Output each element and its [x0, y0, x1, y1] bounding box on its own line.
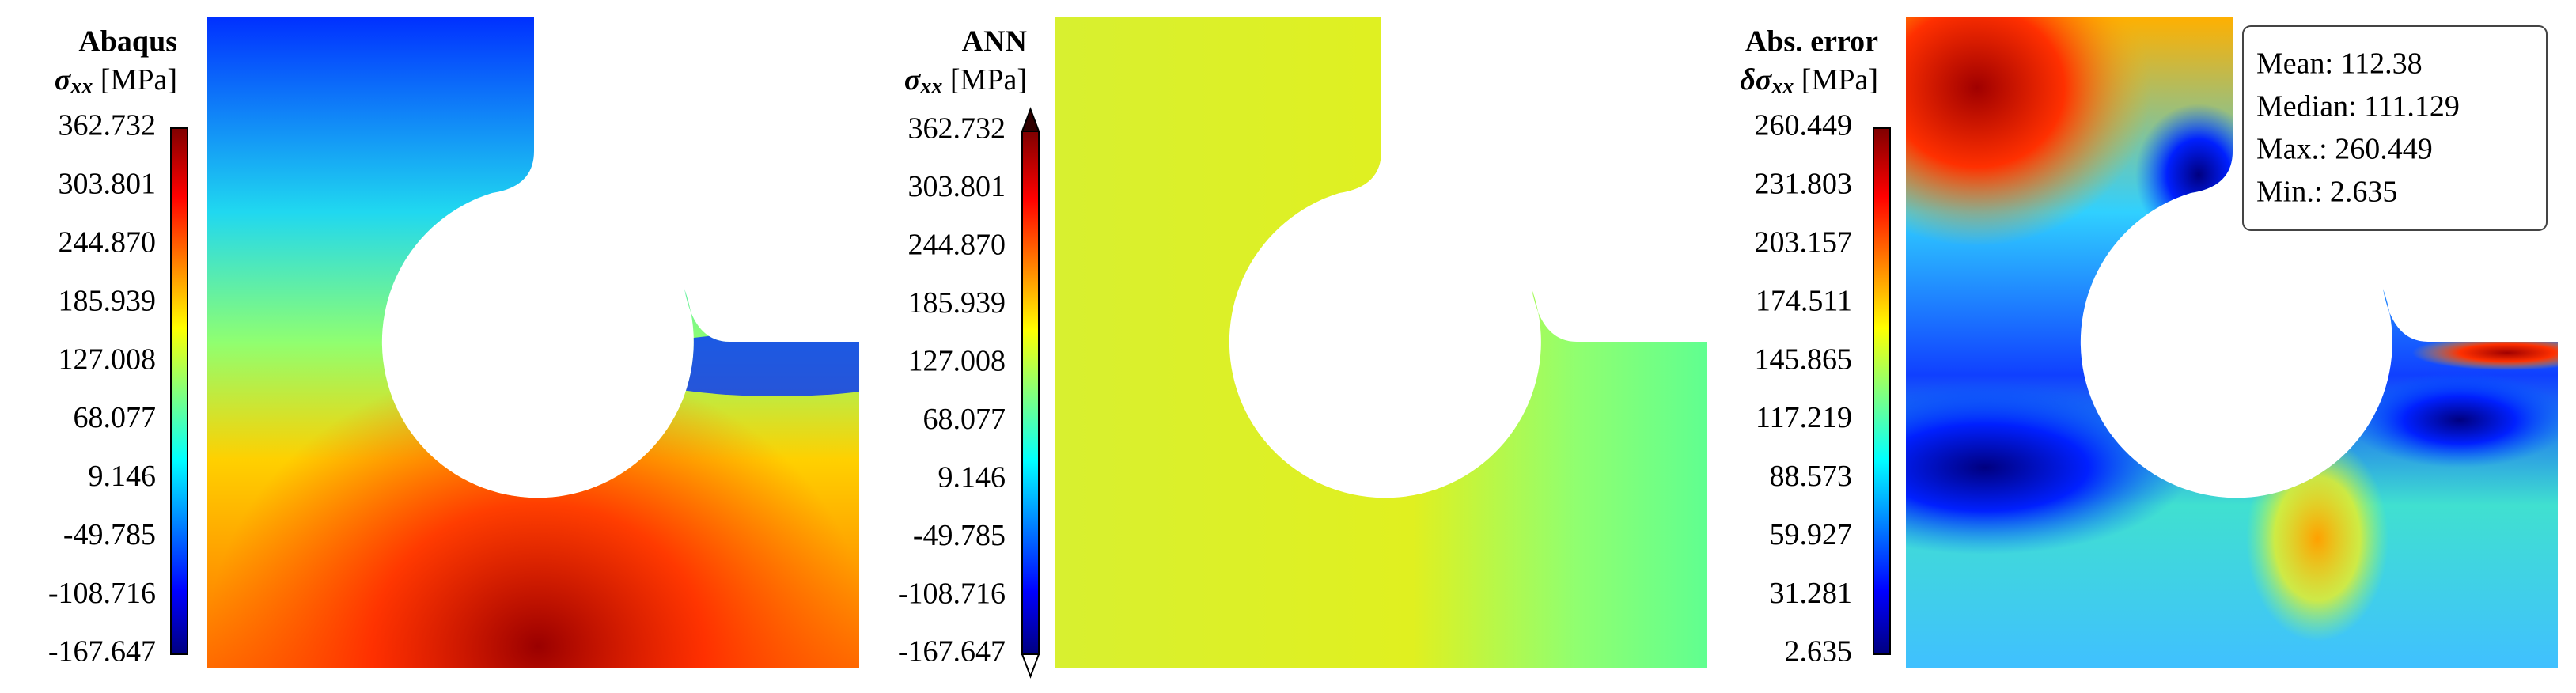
- subscript: xx: [1771, 74, 1794, 99]
- quantity-label: σxx [MPa]: [55, 63, 177, 100]
- stats-line: Min.: 2.635: [2256, 176, 2397, 209]
- panel-title: ANN: [962, 25, 1027, 59]
- colorbar-tick-label: -108.716: [48, 577, 156, 610]
- contour-plot: [207, 17, 859, 668]
- colorbar-tick-label: 244.870: [59, 225, 157, 259]
- colorbar-extend-top: [1021, 107, 1040, 132]
- colorbar-tick-label: 127.008: [908, 344, 1006, 377]
- symbol: σ: [55, 63, 72, 97]
- colorbar-tick-label: 174.511: [1756, 284, 1852, 317]
- colorbar-tick-label: 88.573: [1770, 460, 1853, 493]
- colorbar-tick-label: 244.870: [908, 229, 1006, 262]
- colorbar-tick-label: 9.146: [89, 460, 157, 493]
- colorbar-tick-label: 203.157: [1755, 225, 1853, 259]
- unit: [MPa]: [950, 63, 1027, 97]
- colorbar: [170, 127, 188, 655]
- colorbar-tick-label: -167.647: [48, 635, 156, 668]
- colorbar-extend-bottom: [1021, 653, 1040, 679]
- stats-box: [2242, 25, 2548, 231]
- stats-line: Median: 111.129: [2256, 90, 2460, 123]
- contour-plot: [1055, 17, 1707, 668]
- colorbar-tick-label: -167.647: [898, 635, 1006, 668]
- quantity-label: δσxx [MPa]: [1740, 63, 1878, 100]
- colorbar-tick-label: 68.077: [74, 401, 157, 434]
- unit: [MPa]: [1801, 63, 1878, 97]
- colorbar-tick-label: 31.281: [1770, 577, 1853, 610]
- symbol: σ: [904, 63, 922, 97]
- colorbar-tick-label: 260.449: [1755, 109, 1853, 142]
- colorbar-tick-label: 231.803: [1755, 168, 1853, 201]
- field-hotspot: [207, 333, 859, 668]
- panel-title: Abaqus: [78, 25, 177, 59]
- colorbar: [1873, 127, 1891, 655]
- colorbar-tick-label: -108.716: [898, 577, 1006, 610]
- colorbar-tick-label: -49.785: [913, 519, 1006, 552]
- panel-title: Abs. error: [1745, 25, 1878, 59]
- unit: [MPa]: [100, 63, 177, 97]
- colorbar-tick-label: 68.077: [923, 403, 1006, 436]
- subscript: xx: [70, 74, 93, 99]
- stats-line: Mean: 112.38: [2256, 47, 2423, 81]
- colorbar-tick-label: 59.927: [1770, 518, 1853, 551]
- colorbar-tick-label: 303.801: [908, 170, 1006, 203]
- colorbar-tick-label: 2.635: [1785, 635, 1853, 668]
- colorbar-tick-label: 9.146: [938, 460, 1006, 494]
- stats-line: Max.: 260.449: [2256, 133, 2433, 166]
- colorbar-tick-label: 185.939: [59, 284, 157, 317]
- field-lowspot: [1906, 381, 2191, 555]
- field-band: [619, 333, 859, 396]
- field-lowspot: [2349, 373, 2558, 468]
- field-hotspot: [1906, 17, 2151, 246]
- colorbar-tick-label: 362.732: [59, 109, 157, 142]
- colorbar-tick-label: -49.785: [63, 518, 156, 551]
- field-band: [2412, 335, 2558, 370]
- subscript: xx: [919, 74, 942, 99]
- quantity-label: σxx [MPa]: [904, 63, 1027, 100]
- colorbar: [1021, 131, 1040, 655]
- symbol: δσ: [1740, 63, 1772, 97]
- field-midspot: [2246, 436, 2388, 642]
- colorbar-tick-label: 185.939: [908, 286, 1006, 320]
- colorbar-tick-label: 303.801: [59, 168, 157, 201]
- colorbar-tick-label: 117.219: [1756, 401, 1852, 434]
- colorbar-tick-label: 145.865: [1755, 343, 1853, 376]
- colorbar-tick-label: 127.008: [59, 343, 157, 376]
- colorbar-tick-label: 362.732: [908, 112, 1006, 146]
- field: [1055, 17, 1707, 668]
